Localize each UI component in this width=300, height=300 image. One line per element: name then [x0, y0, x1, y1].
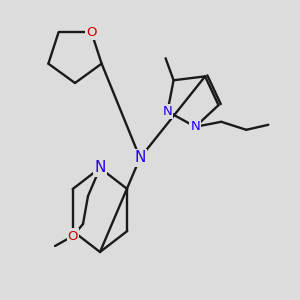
Text: O: O [86, 26, 97, 39]
Text: N: N [94, 160, 106, 175]
Text: O: O [68, 230, 78, 242]
Text: N: N [134, 151, 146, 166]
Text: N: N [190, 120, 200, 133]
Text: N: N [163, 105, 172, 118]
